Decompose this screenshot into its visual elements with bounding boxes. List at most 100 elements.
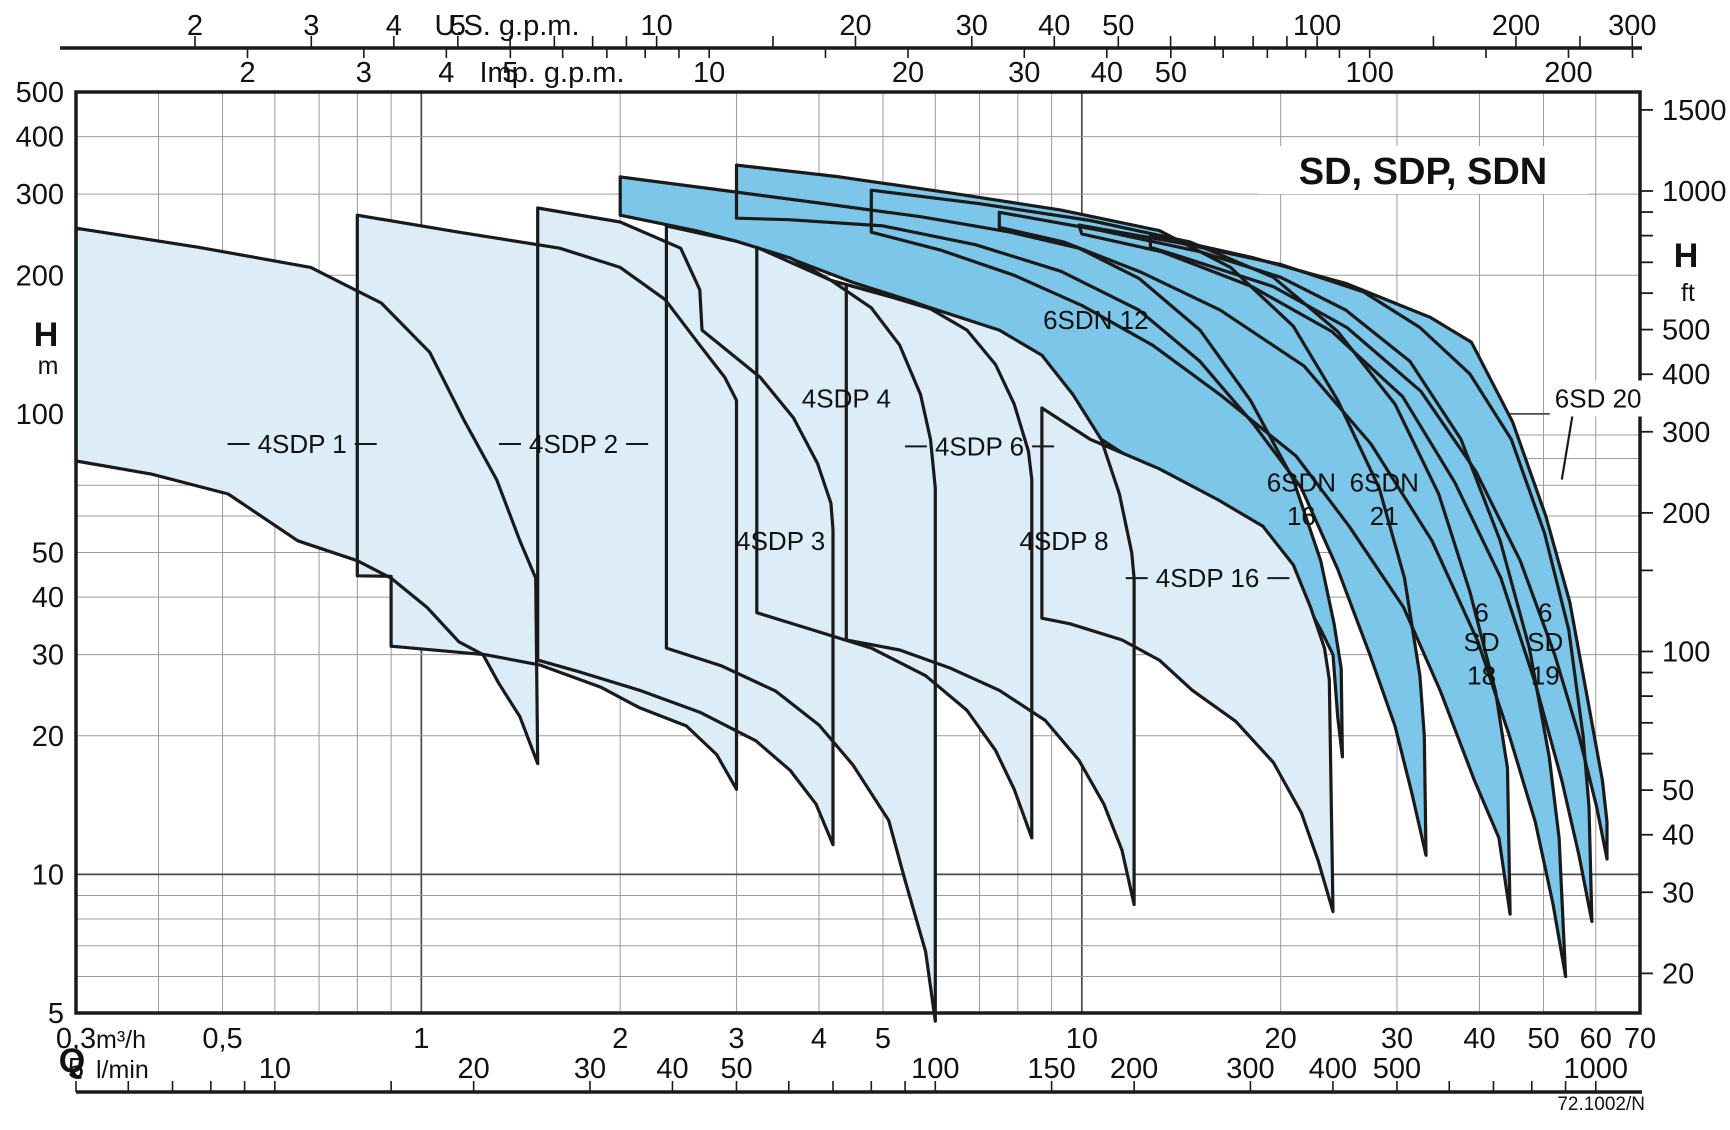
pump-region-label: SD (1527, 627, 1563, 657)
us-gpm-tick-label: 20 (839, 10, 871, 42)
flow-lmin-tick-label: 200 (1110, 1053, 1158, 1085)
imp-gpm-tick-label: 3 (356, 57, 372, 89)
flow-m3h-tick-label: 1 (413, 1023, 429, 1055)
pump-envelope-outline-6SD-20 (1148, 233, 1609, 861)
pump-region-label: 6SDN 12 (1043, 305, 1149, 335)
head-ft-tick-label: 1000 (1662, 176, 1727, 208)
imp-gpm-tick-label: 40 (1091, 57, 1123, 89)
imp-gpm-tick-label: 5 (502, 57, 518, 89)
pump-envelope-outline-4SDP-2 (355, 213, 739, 791)
title-block: SD, SDP, SDN (1258, 146, 1588, 194)
us-gpm-tick-label: 50 (1102, 10, 1134, 42)
us-gpm-tick-label: 100 (1293, 10, 1341, 42)
head-ft-tick-label: 50 (1662, 775, 1694, 807)
flow-lmin-tick-label: 300 (1226, 1053, 1274, 1085)
flow-lmin-tick-label: 1000 (1564, 1053, 1629, 1085)
us-gpm-tick-label: 3 (303, 10, 319, 42)
pump-region-label: 4SDP 4 (802, 383, 891, 413)
flow-m3h-tick-label: 20 (1265, 1023, 1297, 1055)
pump-envelope-fill-4SDP-16 (1041, 408, 1333, 912)
flow-lmin-tick-label: 5 (68, 1053, 84, 1085)
flow-m3h-tick-label: 3 (728, 1023, 744, 1055)
pump-region-label: 21 (1370, 501, 1399, 531)
pump-region-label: 6 (1474, 598, 1488, 628)
title-halo (1258, 146, 1588, 194)
head-m-tick-label: 20 (32, 721, 64, 753)
pump-region-label: 4SDP 16 (1156, 563, 1260, 593)
head-m-tick-label: 50 (32, 538, 64, 570)
head-m-tick-label: 300 (16, 179, 64, 211)
flow-lmin-tick-label: 50 (720, 1053, 752, 1085)
pump-envelope-outline-6SD-19 (1077, 223, 1594, 924)
pump-region-label: 4SDP 6 (935, 431, 1024, 461)
flow-lmin-tick-label: 30 (574, 1053, 606, 1085)
pump-region-labels: 4SDP 1 4SDP 2 4SDP 3 4SDP 4 4SDP 6 4SDP 8 4SDP… (227, 305, 1647, 691)
flow-m3h-tick-label: 30 (1381, 1023, 1413, 1055)
imp-gpm-tick-label: 2 (239, 57, 255, 89)
envelopes-pale-outlines (74, 206, 1335, 1023)
pump-region-label: SD (1464, 627, 1500, 657)
us-gpm-tick-label: 30 (956, 10, 988, 42)
flow-m3h-tick-label: 0,3 (56, 1023, 96, 1055)
pump-region-label: 6SDN (1267, 467, 1336, 497)
us-gpm-tick-label: 4 (386, 10, 402, 42)
envelopes-dark-fills (620, 165, 1607, 977)
label-halo (1549, 380, 1647, 417)
plot-border (74, 90, 1642, 1015)
head-m-tick-label: 30 (32, 640, 64, 672)
pump-region-label: 6SDN (1350, 467, 1419, 497)
head-ft-tick-label: 400 (1662, 359, 1710, 391)
us-gpm-tick-label: 40 (1038, 10, 1070, 42)
flow-m3h-tick-label: 5 (875, 1023, 891, 1055)
head-left-axis-letter: H (34, 316, 59, 354)
envelopes-pale-fills (76, 208, 1333, 1022)
head-m-tick-label: 500 (16, 77, 64, 109)
head-m-tick-label: 100 (16, 399, 64, 431)
flow-m3h-tick-label: 0,5 (202, 1023, 242, 1055)
pump-region-label: 18 (1467, 661, 1496, 691)
head-right-axis-unit: ft (1681, 279, 1695, 307)
pump-region-label: 6SD 20 (1555, 383, 1642, 413)
head-ft-tick-label: 100 (1662, 636, 1710, 668)
us-gpm-tick-label: 5 (450, 10, 466, 42)
us-gpm-axis-label: U.S. g.p.m. (434, 10, 579, 42)
us-gpm-tick-label: 2 (187, 10, 203, 42)
imp-gpm-tick-label: 200 (1544, 57, 1592, 89)
head-ft-tick-label: 500 (1662, 315, 1710, 347)
pump-envelope-fill-6SD-20 (1150, 234, 1607, 859)
pump-envelope-outline-4SDP-8 (844, 282, 1136, 907)
head-ft-tick-label: 1500 (1662, 95, 1727, 127)
head-ft-tick-label: 20 (1662, 958, 1694, 990)
pump-region-label: 6 (1538, 598, 1552, 628)
pump-region-label: 4SDP 8 (1020, 526, 1109, 556)
pump-envelope-outline-4SDP-16 (1040, 406, 1335, 914)
us-gpm-tick-label: 300 (1608, 10, 1656, 42)
pump-envelope-outline-4SDP-3 (536, 206, 835, 847)
flow-axis-letter: Q (59, 1042, 85, 1080)
flow-lmin-tick-label: 40 (656, 1053, 688, 1085)
flow-axis-unit-lmin: l/min (96, 1056, 149, 1084)
imp-gpm-tick-label: 30 (1008, 57, 1040, 89)
pump-region-label: 4SDP 1 (258, 429, 347, 459)
flow-m3h-tick-label: 4 (811, 1023, 827, 1055)
flow-m3h-tick-label: 70 (1624, 1023, 1656, 1055)
axis-captions: U.S. g.p.m. Imp. g.p.m. H m H ft Q m³/h … (34, 10, 1699, 1115)
head-m-tick-label: 5 (48, 998, 64, 1030)
head-m-tick-label: 40 (32, 582, 64, 614)
imp-gpm-tick-label: 4 (438, 57, 454, 89)
flow-m3h-tick-label: 2 (612, 1023, 628, 1055)
envelopes-dark-outlines (618, 163, 1609, 979)
head-ft-tick-label: 300 (1662, 417, 1710, 449)
head-left-axis-unit: m (38, 352, 59, 380)
flow-m3h-tick-label: 40 (1463, 1023, 1495, 1055)
head-ft-tick-label: 200 (1662, 498, 1710, 530)
us-gpm-tick-label: 200 (1492, 10, 1540, 42)
flow-lmin-tick-label: 400 (1309, 1053, 1357, 1085)
label-leader-line (1560, 415, 1574, 480)
pump-region-label: 16 (1287, 501, 1316, 531)
pump-region-label: 4SDP 2 (529, 429, 618, 459)
head-right-axis-letter: H (1674, 237, 1699, 275)
